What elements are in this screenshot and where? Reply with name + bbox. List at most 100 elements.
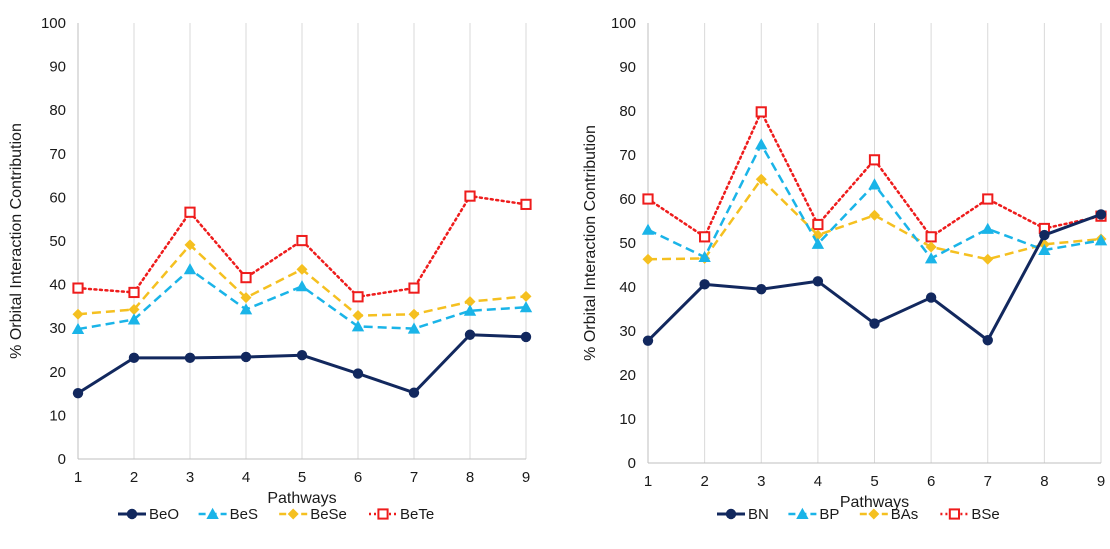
chart-right: 0 10 20 30 40 50 60 70 80 90 100 1 2 3 4 5 6 7 8 9 Pathways%… [555, 0, 1110, 549]
right-series-bse-point-1 [642, 193, 654, 205]
right-series-bp-point-1 [641, 223, 655, 235]
left-legend-beo-swatch-marker [126, 508, 138, 520]
right-series-bas [642, 173, 1107, 265]
left-legend-beo: BeO [118, 506, 179, 523]
right-series-bn [642, 209, 1107, 346]
right-ytick-80: 80 [619, 103, 636, 120]
right-ytick-60: 60 [619, 191, 636, 208]
right-series-bas-point-3 [755, 173, 767, 185]
left-ytick-60: 60 [49, 189, 66, 206]
left-legend: BeO BeS BeSe BeTe [118, 506, 434, 523]
left-series-bes-point-2 [127, 313, 141, 325]
right-legend: BN BP BAs BSe [717, 506, 1000, 523]
left-series-bete-point-5 [296, 234, 308, 247]
right-series-bp-point-5 [868, 178, 881, 190]
right-series-bp-point-4 [811, 237, 825, 249]
right-ytick-70: 70 [619, 147, 636, 164]
right-xtick-1: 1 [644, 473, 652, 490]
right-series-bp [641, 138, 1108, 264]
right-ylabel: % Orbital Interaction Contribution [582, 125, 599, 361]
left-xtick-8: 8 [466, 469, 474, 486]
left-series-bete-point-4 [240, 272, 252, 284]
right-legend-bse-swatch-marker [948, 508, 960, 520]
right-ytick-10: 10 [619, 411, 636, 428]
left-ytick-10: 10 [49, 407, 66, 424]
left-ytick-50: 50 [49, 233, 66, 250]
right-legend-bse-label: BSe [971, 506, 999, 523]
left-series-bete-point-7 [408, 282, 420, 294]
right-series-bp-point-3 [755, 138, 768, 150]
right-ytick-30: 30 [619, 323, 636, 340]
right-xtick-9: 9 [1097, 473, 1105, 490]
left-series-beo-point-3 [184, 352, 196, 364]
right-xtick-3: 3 [757, 473, 765, 490]
right-legend-bn: BN [717, 506, 769, 523]
left-gridlines [133, 23, 527, 459]
right-series-bas-line [647, 177, 1102, 261]
left-legend-bese: BeSe [279, 506, 347, 523]
right-legend-bn-swatch-marker [725, 508, 737, 520]
right-series-bn-point-6 [925, 292, 937, 303]
right-series-bn-point-4 [812, 276, 824, 287]
left-series-bes-point-6 [351, 320, 365, 332]
right-xtick-6: 6 [927, 473, 935, 490]
left-xtick-5: 5 [298, 469, 306, 486]
right-ytick-40: 40 [619, 279, 636, 296]
left-series-beo-point-7 [408, 387, 420, 398]
left-xtick-4: 4 [242, 469, 250, 486]
right-xtick-2: 2 [700, 473, 708, 490]
left-series-bes-point-7 [407, 322, 421, 334]
right-series-bse-point-6 [925, 231, 937, 243]
right-series-bn-point-2 [699, 279, 710, 290]
left-legend-bes-label: BeS [230, 506, 258, 523]
right-legend-bas: BAs [859, 506, 919, 523]
left-legend-bese-label: BeSe [310, 506, 347, 523]
right-series-bn-point-5 [869, 318, 880, 329]
left-series-beo [72, 329, 532, 399]
right-series-bse-point-4 [812, 218, 824, 231]
left-series-bes-point-1 [71, 322, 85, 335]
left-series-bes-point-9 [519, 301, 533, 313]
right-legend-bp-swatch-marker [796, 507, 809, 519]
right-xlabel: Pathways [840, 494, 909, 511]
chart-left: 0 10 20 30 40 50 60 70 80 90 100 1 2 3 4 5 6 7 8 9 Pathways%… [8, 15, 533, 523]
right-series-bn-point-7 [982, 335, 993, 346]
right-series-bn-point-9 [1095, 209, 1107, 220]
left-series-bese [72, 239, 532, 322]
left-xtick-2: 2 [130, 469, 138, 486]
left-series-bese-point-7 [408, 308, 420, 320]
left-xtick-3: 3 [186, 469, 194, 486]
right-ytick-20: 20 [619, 367, 636, 384]
left-legend-bete: BeTe [369, 506, 434, 523]
right-series-bn-point-8 [1039, 229, 1050, 241]
left-ytick-70: 70 [49, 146, 66, 163]
left-series-bese-point-8 [464, 296, 476, 308]
right-series-bp-point-7 [981, 222, 994, 234]
left-ytick-20: 20 [49, 364, 66, 381]
left-series-bese-point-2 [128, 303, 140, 315]
left-ytick-0: 0 [58, 451, 66, 468]
left-series-bete-point-2 [128, 286, 140, 299]
right-xtick-7: 7 [984, 473, 992, 490]
right-ytick-50: 50 [619, 235, 636, 252]
left-ytick-90: 90 [49, 59, 66, 76]
left-ylabel: % Orbital Interaction Contribution [8, 123, 25, 359]
right-legend-bas-swatch-marker [868, 508, 880, 520]
left-legend-bete-swatch-marker [377, 508, 389, 520]
left-series-bese-point-3 [184, 239, 196, 251]
left-ytick-30: 30 [49, 320, 66, 337]
left-series-bes-point-8 [463, 304, 477, 316]
left-series-bete-point-3 [184, 206, 196, 218]
left-ytick-100: 100 [41, 15, 66, 32]
right-legend-bn-label: BN [748, 506, 769, 523]
right-xtick-8: 8 [1040, 473, 1048, 490]
left-legend-bese-swatch-marker [287, 508, 299, 520]
right-series-bp-point-9 [1094, 234, 1108, 246]
right-legend-bas-label: BAs [891, 506, 919, 523]
left-ytick-80: 80 [49, 102, 66, 119]
left-series-bese-point-1 [72, 308, 84, 320]
left-xtick-9: 9 [522, 469, 530, 486]
right-series-bp-point-8 [1038, 243, 1051, 255]
left-series-bes-point-5 [295, 280, 309, 292]
left-legend-bete-label: BeTe [400, 506, 434, 523]
